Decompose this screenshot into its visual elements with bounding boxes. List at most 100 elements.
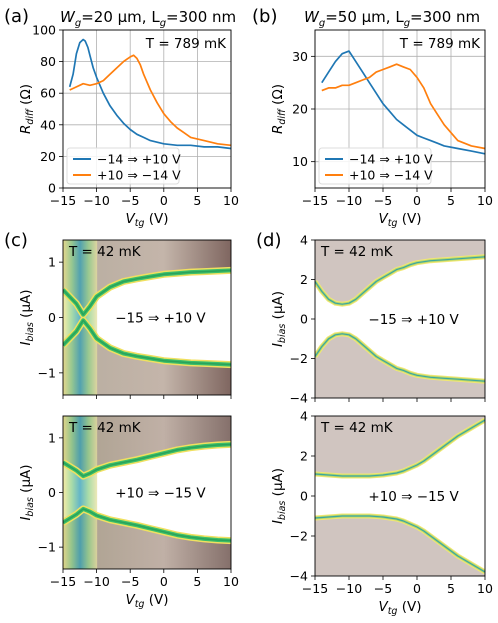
legend-label-0: −14 ⇒ +10 V: [97, 152, 181, 167]
axes-frame: [62, 415, 232, 570]
x-tick-label: −10: [336, 581, 362, 596]
title-b-suffix: =300 nm: [410, 8, 480, 26]
title-b-w: W: [304, 8, 320, 26]
resistive-region-upper: [63, 240, 231, 315]
legend: −14 ⇒ +10 V+10 ⇒ −14 V: [318, 147, 433, 185]
title-a-suffix: =300 nm: [166, 8, 236, 26]
y-tick-label: 2: [300, 449, 308, 464]
y-tick-label: 0: [48, 181, 56, 196]
y-tick-label: 80: [40, 54, 56, 69]
x-tick-label: −15: [302, 193, 328, 208]
x-tick-label: −5: [374, 193, 392, 208]
x-axis-label: Vtg (V): [125, 211, 168, 229]
series-line-0: [68, 38, 232, 150]
y-tick-label: 60: [40, 86, 56, 101]
heatmap-body: [63, 416, 231, 569]
y-tick-label: 0: [300, 489, 308, 504]
heatmap-body: [315, 240, 485, 398]
y-tick-label: 20: [40, 149, 56, 164]
axes-c-top: −1 0 1 Ibias (μA): [18, 239, 232, 399]
heatmap-body: [315, 416, 485, 576]
x-axis-label: Vtg (V): [378, 599, 421, 617]
x-tick-label: −10: [83, 193, 109, 208]
y-tick-label: 4: [300, 233, 308, 248]
y-tick-label: 20: [292, 102, 308, 117]
x-tick-label: 10: [223, 193, 239, 208]
x-tick-label: 5: [447, 193, 455, 208]
x-axis-label: Vtg (V): [125, 592, 168, 610]
temperature-annotation: T = 42 mK: [320, 244, 394, 260]
x-tick-label: 0: [160, 574, 168, 589]
axes-frame: [62, 29, 232, 189]
y-tick-label: 2: [300, 272, 308, 287]
panel-label-c: (c): [4, 230, 28, 251]
title-a-wsub: g: [75, 18, 81, 29]
legend: −14 ⇒ +10 V+10 ⇒ −14 V: [66, 147, 181, 185]
y-tick-label: 30: [292, 49, 308, 64]
y-tick-label: −1: [38, 365, 56, 380]
resistive-shade-upper: [315, 416, 485, 476]
title-b-mid: =50 μm, L: [325, 8, 404, 26]
sweep-direction-label: −15 ⇒ +10 V: [368, 312, 459, 328]
panel-a-title: Wg=20 μm, Lg=300 nm: [60, 8, 236, 29]
y-tick-label: 4: [300, 409, 308, 424]
series-line-1: [69, 54, 232, 147]
series-line-0: [321, 50, 486, 155]
line-chart-b: T = 789 mK −14 ⇒ +10 V+10 ⇒ −14 V: [314, 30, 486, 188]
axes-b: −15 −10 −5 0 5 10 10 20 30 Rdiff (Ω) Vtg (V): [270, 29, 493, 229]
superconducting-region: [315, 420, 485, 572]
legend-label-1: +10 ⇒ −14 V: [97, 168, 181, 183]
dip-band: [63, 240, 98, 395]
sweep-direction-label: +10 ⇒ −15 V: [368, 489, 459, 505]
sweep-direction-label: +10 ⇒ −15 V: [115, 486, 206, 502]
y-tick-label: −2: [290, 351, 308, 366]
axes-d-top: −4 −2 0 2 4 Ibias (μA): [270, 233, 486, 406]
y-tick-label: 0: [300, 312, 308, 327]
panel-b-title: Wg=50 μm, Lg=300 nm: [304, 8, 480, 29]
axes-d-bottom: −15 −10 −5 0 5 10 −4 −2 0 2 4 Ibias (μA) Vtg (V): [270, 409, 493, 618]
temperature-annotation: T = 789 mK: [399, 36, 481, 52]
x-tick-label: −15: [50, 193, 76, 208]
switching-edge-upper-2: [315, 419, 485, 477]
title-b-lsub: g: [404, 18, 410, 29]
temperature-annotation: T = 42 mK: [320, 420, 394, 436]
panel-label-d: (d): [256, 230, 281, 251]
y-axis-label: Ibias (μA): [270, 291, 288, 347]
x-tick-label: 0: [413, 193, 421, 208]
title-a-lsub: g: [160, 18, 166, 29]
switching-ridge-upper-2: [63, 443, 231, 477]
panel-label-a: (a): [4, 6, 29, 27]
axes-frame: [314, 29, 486, 189]
x-tick-label: 0: [160, 193, 168, 208]
switching-ridge-lower-2: [63, 319, 231, 366]
axes-frame: [314, 415, 486, 577]
y-tick-label: 100: [32, 23, 56, 38]
x-tick-label: −5: [121, 193, 139, 208]
y-tick-label: 40: [40, 117, 56, 132]
switching-ridge-lower-2: [63, 508, 231, 542]
resistive-region-lower: [63, 320, 231, 395]
temperature-annotation: T = 42 mK: [68, 244, 142, 260]
y-tick-label: −4: [290, 391, 308, 406]
title-a-mid: =20 μm, L: [81, 8, 160, 26]
x-tick-label: 10: [223, 574, 239, 589]
sweep-direction-label: −15 ⇒ +10 V: [115, 311, 206, 327]
y-axis-label: Ibias (μA): [270, 468, 288, 524]
x-tick-label: −15: [50, 574, 76, 589]
panel-label-b: (b): [252, 6, 277, 27]
resistive-shade-upper: [315, 240, 485, 305]
y-tick-label: 1: [48, 255, 56, 270]
temperature-annotation: T = 789 mK: [145, 36, 227, 52]
y-axis-label: Ibias (μA): [18, 464, 36, 520]
resistive-shade-lower: [315, 516, 485, 576]
x-tick-label: −10: [83, 574, 109, 589]
axes-frame: [62, 239, 232, 396]
switching-edge-upper-2: [315, 256, 485, 305]
legend-box: [66, 147, 180, 185]
series-line-1: [321, 63, 486, 150]
title-b-wsub: g: [319, 18, 325, 29]
y-tick-label: 0: [48, 310, 56, 325]
